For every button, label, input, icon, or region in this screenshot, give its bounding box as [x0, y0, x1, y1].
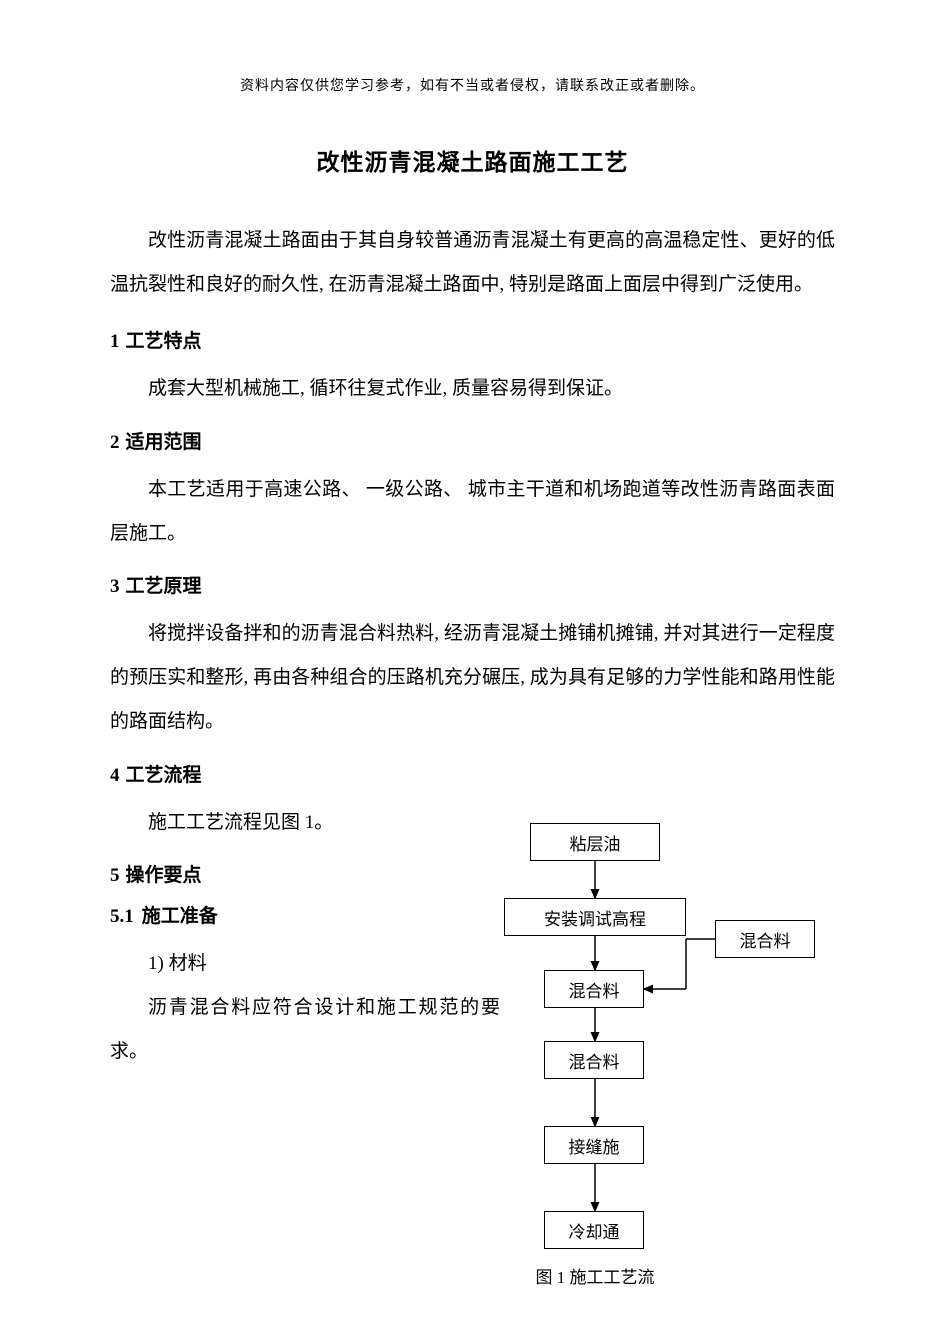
- section-4-heading: 4 工艺流程: [110, 760, 835, 787]
- section-5-num: 5: [110, 865, 120, 886]
- section-3-body: 将搅拌设备拌和的沥青混合料热料, 经沥青混凝土摊铺机摊铺, 并对其进行一定程度的…: [110, 612, 835, 743]
- flowchart-node-n4: 混合料: [544, 970, 644, 1008]
- header-note: 资料内容仅供您学习参考，如有不当或者侵权，请联系改正或者删除。: [110, 75, 835, 95]
- flowchart: 粘层油安装调试高程混合料混合料混合料接缝施冷却通 图 1 施工工艺流: [500, 823, 840, 1323]
- section-3-title: 工艺原理: [126, 576, 202, 597]
- section-5-1-num: 5.1: [110, 906, 134, 927]
- section-4-num: 4: [110, 765, 120, 786]
- flowchart-node-n1: 粘层油: [530, 823, 660, 861]
- flowchart-caption: 图 1 施工工艺流: [495, 1263, 695, 1288]
- section-2-heading: 2 适用范围: [110, 427, 835, 454]
- flowchart-node-n5: 混合料: [544, 1041, 644, 1079]
- section-1-num: 1: [110, 331, 120, 352]
- section-2-title: 适用范围: [126, 432, 202, 453]
- document-title: 改性沥青混凝土路面施工工艺: [110, 143, 835, 177]
- flowchart-node-n2: 安装调试高程: [504, 898, 686, 936]
- section-4-body: 施工工艺流程见图 1。: [110, 801, 500, 845]
- section-3-num: 3: [110, 576, 120, 597]
- section-5-1-item1-body: 沥青混合料应符合设计和施工规范的要求。: [110, 986, 500, 1073]
- document-page: 资料内容仅供您学习参考，如有不当或者侵权，请联系改正或者删除。 改性沥青混凝土路…: [0, 0, 945, 1073]
- section-2-body: 本工艺适用于高速公路、 一级公路、 城市主干道和机场跑道等改性沥青路面表面层施工…: [110, 468, 835, 555]
- section-1-heading: 1 工艺特点: [110, 326, 835, 353]
- section-2-num: 2: [110, 432, 120, 453]
- flowchart-node-n6: 接缝施: [544, 1126, 644, 1164]
- section-5-title: 操作要点: [126, 865, 202, 886]
- section-5-1-title: 施工准备: [142, 906, 218, 927]
- section-4-title: 工艺流程: [126, 765, 202, 786]
- intro-paragraph: 改性沥青混凝土路面由于其自身较普通沥青混凝土有更高的高温稳定性、更好的低温抗裂性…: [110, 219, 835, 306]
- flowchart-node-n7: 冷却通: [544, 1211, 644, 1249]
- flowchart-node-n3: 混合料: [715, 920, 815, 958]
- section-5-1-item1-label: 1) 材料: [110, 942, 500, 986]
- section-1-title: 工艺特点: [126, 331, 202, 352]
- section-3-heading: 3 工艺原理: [110, 571, 835, 598]
- section-1-body: 成套大型机械施工, 循环往复式作业, 质量容易得到保证。: [110, 367, 835, 411]
